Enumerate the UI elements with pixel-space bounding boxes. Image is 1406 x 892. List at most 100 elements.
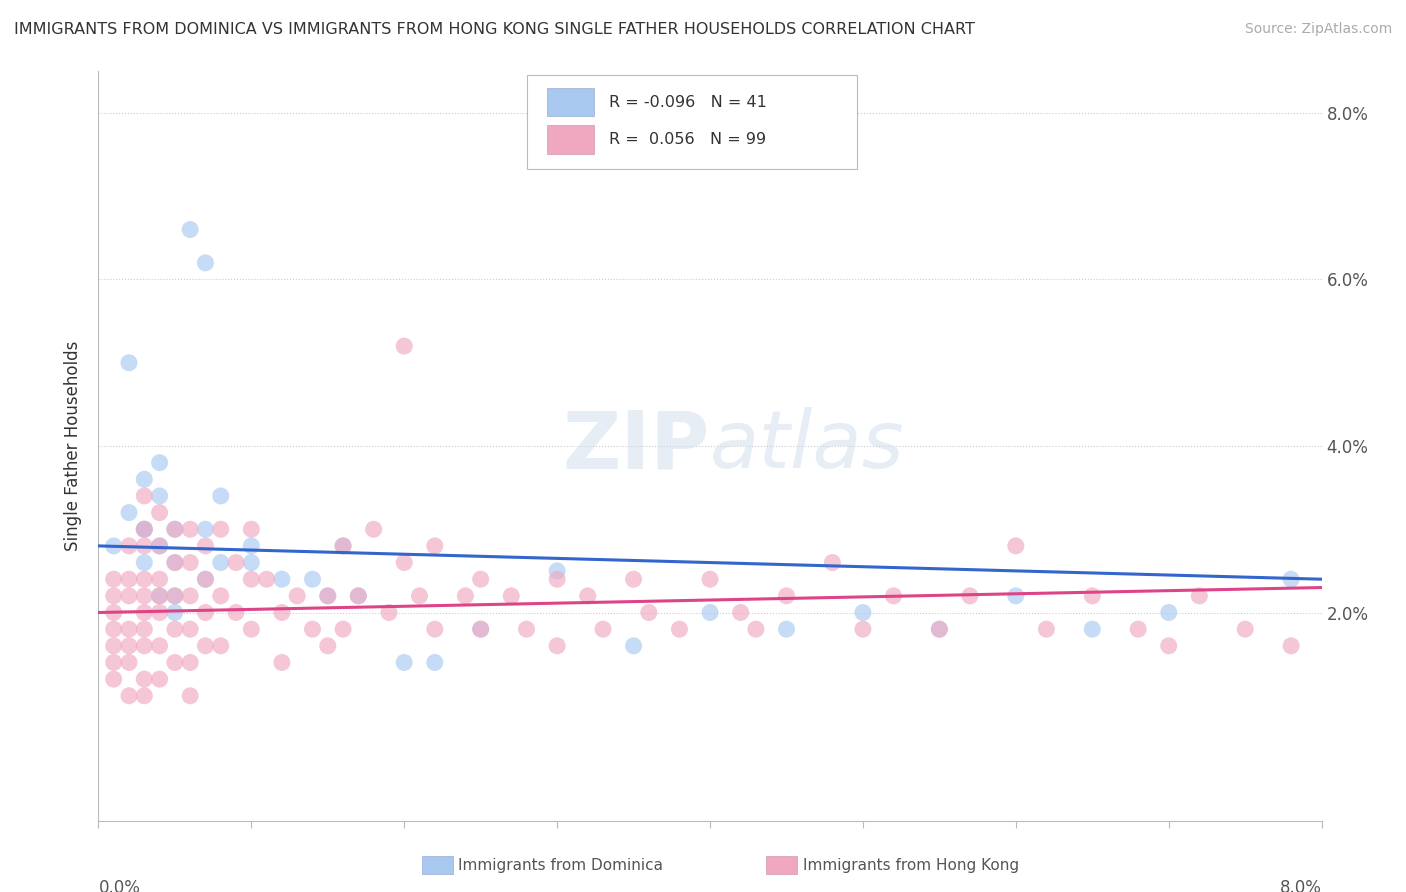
Point [179, 622, 201, 636]
Point [209, 639, 232, 653]
Point [240, 556, 263, 570]
Point [118, 639, 141, 653]
Point [163, 522, 186, 536]
Text: R =  0.056   N = 99: R = 0.056 N = 99 [609, 132, 766, 147]
Point [134, 689, 156, 703]
Point [928, 622, 950, 636]
Text: Immigrants from Hong Kong: Immigrants from Hong Kong [803, 858, 1019, 872]
FancyBboxPatch shape [547, 125, 593, 153]
Point [179, 522, 201, 536]
Point [1279, 572, 1302, 586]
Point [775, 622, 797, 636]
Point [163, 622, 186, 636]
Point [392, 556, 416, 570]
Point [134, 606, 156, 620]
Point [118, 689, 141, 703]
Point [454, 589, 477, 603]
Point [1004, 589, 1026, 603]
Point [134, 589, 156, 603]
Point [134, 472, 156, 486]
Point [347, 589, 370, 603]
Point [163, 556, 186, 570]
Point [1157, 606, 1180, 620]
Point [149, 572, 172, 586]
Point [179, 556, 201, 570]
Point [163, 556, 186, 570]
Point [134, 672, 156, 686]
Point [546, 572, 568, 586]
Point [316, 589, 339, 603]
Point [745, 622, 768, 636]
Point [163, 589, 186, 603]
Point [103, 672, 125, 686]
Point [392, 339, 416, 353]
Point [332, 539, 354, 553]
Y-axis label: Single Father Households: Single Father Households [65, 341, 83, 551]
Point [179, 689, 201, 703]
Point [332, 622, 354, 636]
Point [134, 639, 156, 653]
Point [423, 622, 446, 636]
Point [546, 564, 568, 578]
Point [134, 522, 156, 536]
Point [118, 356, 141, 370]
Point [332, 539, 354, 553]
Point [134, 556, 156, 570]
Point [194, 606, 217, 620]
Point [194, 539, 217, 553]
Point [852, 606, 875, 620]
Text: 0.0%: 0.0% [98, 879, 141, 892]
Point [285, 589, 308, 603]
Point [378, 606, 401, 620]
Point [194, 572, 217, 586]
Point [118, 572, 141, 586]
Point [118, 656, 141, 670]
Point [623, 572, 645, 586]
Point [209, 556, 232, 570]
Point [301, 572, 323, 586]
Point [149, 489, 172, 503]
Point [163, 589, 186, 603]
Point [149, 539, 172, 553]
Point [392, 656, 416, 670]
Point [1081, 589, 1104, 603]
Point [270, 606, 294, 620]
Point [316, 639, 339, 653]
Point [225, 606, 247, 620]
Point [149, 506, 172, 520]
Point [134, 572, 156, 586]
Point [118, 589, 141, 603]
Point [225, 556, 247, 570]
Point [103, 622, 125, 636]
Point [928, 622, 950, 636]
Point [546, 639, 568, 653]
Point [699, 572, 721, 586]
Point [1279, 639, 1302, 653]
Point [240, 539, 263, 553]
Point [103, 572, 125, 586]
Point [194, 256, 217, 270]
Point [240, 522, 263, 536]
Text: IMMIGRANTS FROM DOMINICA VS IMMIGRANTS FROM HONG KONG SINGLE FATHER HOUSEHOLDS C: IMMIGRANTS FROM DOMINICA VS IMMIGRANTS F… [14, 22, 974, 37]
Point [516, 622, 538, 636]
Point [316, 589, 339, 603]
Point [883, 589, 905, 603]
Point [1234, 622, 1257, 636]
Point [959, 589, 981, 603]
Point [194, 522, 217, 536]
Point [240, 572, 263, 586]
Text: ZIP: ZIP [562, 407, 710, 485]
Point [1035, 622, 1057, 636]
Point [149, 672, 172, 686]
Text: atlas: atlas [710, 407, 905, 485]
Point [209, 589, 232, 603]
Point [118, 539, 141, 553]
Point [103, 606, 125, 620]
Point [134, 489, 156, 503]
Point [637, 606, 661, 620]
Point [363, 522, 385, 536]
Point [1188, 589, 1211, 603]
Point [347, 589, 370, 603]
Point [103, 539, 125, 553]
Text: R = -0.096   N = 41: R = -0.096 N = 41 [609, 95, 766, 110]
